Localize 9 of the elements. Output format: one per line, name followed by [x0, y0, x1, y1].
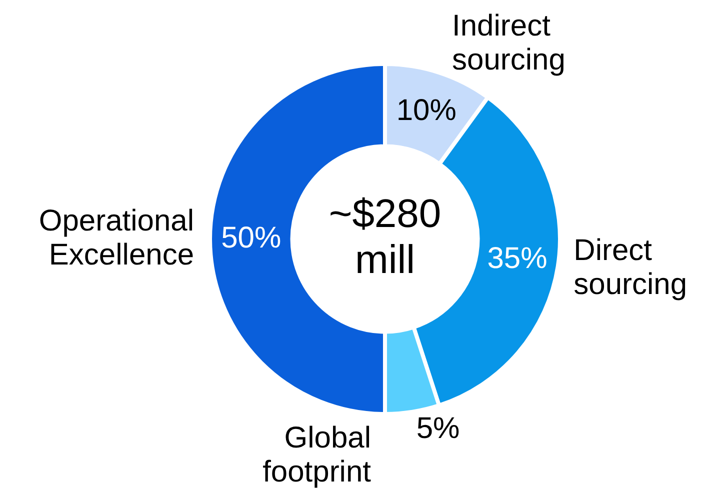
data-label: 10% — [396, 94, 456, 127]
data-label: 5% — [416, 412, 460, 446]
slice-label: Global footprint — [262, 421, 372, 488]
data-label: 35% — [487, 242, 548, 276]
slice-label: Direct sourcing — [574, 234, 688, 302]
slice-label: Indirect sourcing — [452, 9, 566, 76]
data-label: 50% — [221, 221, 282, 254]
slice-label: Operational Excellence — [38, 204, 194, 272]
text: ~$280 mill — [328, 192, 442, 282]
